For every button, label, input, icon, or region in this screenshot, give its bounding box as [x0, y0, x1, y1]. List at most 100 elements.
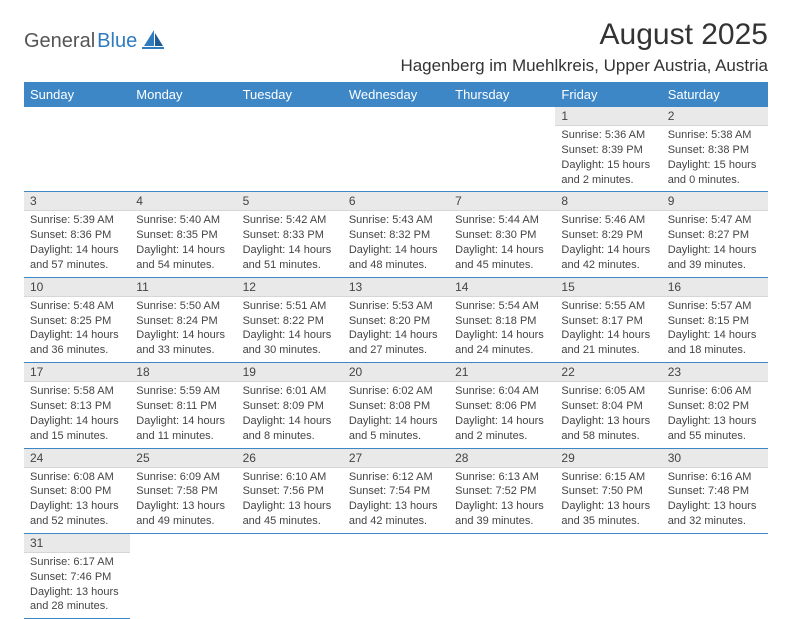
- day-detail-line: Sunset: 8:08 PM: [349, 399, 443, 414]
- day-detail-line: Daylight: 14 hours: [30, 414, 124, 429]
- day-detail-line: Daylight: 14 hours: [668, 328, 762, 343]
- day-detail-line: Sunset: 8:18 PM: [455, 314, 549, 329]
- day-detail-line: Daylight: 14 hours: [349, 328, 443, 343]
- day-number: 13: [343, 278, 449, 297]
- weekday-header: Wednesday: [343, 82, 449, 107]
- calendar-day-cell: [24, 107, 130, 192]
- calendar-day-cell: 14Sunrise: 5:54 AMSunset: 8:18 PMDayligh…: [449, 277, 555, 362]
- day-detail-line: and 18 minutes.: [668, 343, 762, 358]
- logo: General Blue: [24, 28, 165, 55]
- day-detail-line: and 45 minutes.: [243, 514, 337, 529]
- day-detail-line: Sunrise: 6:10 AM: [243, 470, 337, 485]
- day-detail-line: Sunrise: 5:48 AM: [30, 299, 124, 314]
- day-detail-line: Daylight: 14 hours: [136, 243, 230, 258]
- day-detail-line: Daylight: 14 hours: [136, 414, 230, 429]
- calendar-day-cell: 5Sunrise: 5:42 AMSunset: 8:33 PMDaylight…: [237, 192, 343, 277]
- day-detail-line: Sunrise: 6:13 AM: [455, 470, 549, 485]
- day-detail-line: Daylight: 13 hours: [668, 499, 762, 514]
- day-detail-line: Sunrise: 5:44 AM: [455, 213, 549, 228]
- day-detail-line: Sunset: 7:54 PM: [349, 484, 443, 499]
- day-detail-line: Sunset: 8:36 PM: [30, 228, 124, 243]
- day-details: Sunrise: 6:04 AMSunset: 8:06 PMDaylight:…: [449, 382, 555, 447]
- day-detail-line: Sunrise: 5:53 AM: [349, 299, 443, 314]
- day-details: Sunrise: 6:05 AMSunset: 8:04 PMDaylight:…: [555, 382, 661, 447]
- calendar-day-cell: 11Sunrise: 5:50 AMSunset: 8:24 PMDayligh…: [130, 277, 236, 362]
- calendar-week-row: 31Sunrise: 6:17 AMSunset: 7:46 PMDayligh…: [24, 533, 768, 618]
- day-details: Sunrise: 5:44 AMSunset: 8:30 PMDaylight:…: [449, 211, 555, 276]
- calendar-day-cell: 21Sunrise: 6:04 AMSunset: 8:06 PMDayligh…: [449, 363, 555, 448]
- calendar-day-cell: 6Sunrise: 5:43 AMSunset: 8:32 PMDaylight…: [343, 192, 449, 277]
- day-detail-line: and 58 minutes.: [561, 429, 655, 444]
- calendar-day-cell: 20Sunrise: 6:02 AMSunset: 8:08 PMDayligh…: [343, 363, 449, 448]
- day-detail-line: Daylight: 14 hours: [349, 414, 443, 429]
- day-detail-line: Sunset: 7:46 PM: [30, 570, 124, 585]
- day-detail-line: Daylight: 14 hours: [136, 328, 230, 343]
- day-number: 15: [555, 278, 661, 297]
- day-detail-line: and 5 minutes.: [349, 429, 443, 444]
- calendar-day-cell: 16Sunrise: 5:57 AMSunset: 8:15 PMDayligh…: [662, 277, 768, 362]
- day-detail-line: Sunrise: 5:42 AM: [243, 213, 337, 228]
- day-detail-line: Daylight: 14 hours: [30, 243, 124, 258]
- day-detail-line: Daylight: 13 hours: [668, 414, 762, 429]
- day-details: Sunrise: 5:54 AMSunset: 8:18 PMDaylight:…: [449, 297, 555, 362]
- day-number: 20: [343, 363, 449, 382]
- day-details: Sunrise: 5:57 AMSunset: 8:15 PMDaylight:…: [662, 297, 768, 362]
- day-detail-line: Daylight: 14 hours: [561, 243, 655, 258]
- day-detail-line: Daylight: 13 hours: [455, 499, 549, 514]
- calendar-table: SundayMondayTuesdayWednesdayThursdayFrid…: [24, 82, 768, 619]
- day-detail-line: and 28 minutes.: [30, 599, 124, 614]
- day-detail-line: and 33 minutes.: [136, 343, 230, 358]
- calendar-day-cell: [237, 107, 343, 192]
- day-number: 31: [24, 534, 130, 553]
- day-detail-line: Sunrise: 6:04 AM: [455, 384, 549, 399]
- day-detail-line: Daylight: 13 hours: [30, 585, 124, 600]
- day-detail-line: Sunset: 8:17 PM: [561, 314, 655, 329]
- day-detail-line: Sunset: 8:30 PM: [455, 228, 549, 243]
- day-details: Sunrise: 5:58 AMSunset: 8:13 PMDaylight:…: [24, 382, 130, 447]
- day-number: 9: [662, 192, 768, 211]
- calendar-day-cell: 13 Sunrise: 5:53 AMSunset: 8:20 PMDayligh…: [343, 277, 449, 362]
- day-details: Sunrise: 5:43 AMSunset: 8:32 PMDaylight:…: [343, 211, 449, 276]
- day-detail-line: and 35 minutes.: [561, 514, 655, 529]
- day-detail-line: and 24 minutes.: [455, 343, 549, 358]
- day-detail-line: Daylight: 14 hours: [561, 328, 655, 343]
- calendar-week-row: 24Sunrise: 6:08 AMSunset: 8:00 PMDayligh…: [24, 448, 768, 533]
- calendar-week-row: 17Sunrise: 5:58 AMSunset: 8:13 PMDayligh…: [24, 363, 768, 448]
- calendar-day-cell: 18Sunrise: 5:59 AMSunset: 8:11 PMDayligh…: [130, 363, 236, 448]
- day-detail-line: Daylight: 13 hours: [561, 499, 655, 514]
- day-number: 17: [24, 363, 130, 382]
- calendar-week-row: 10Sunrise: 5:48 AMSunset: 8:25 PMDayligh…: [24, 277, 768, 362]
- day-detail-line: Sunset: 8:25 PM: [30, 314, 124, 329]
- day-detail-line: Sunrise: 5:50 AM: [136, 299, 230, 314]
- day-detail-line: Sunset: 8:32 PM: [349, 228, 443, 243]
- day-details: Sunrise: 5:51 AMSunset: 8:22 PMDaylight:…: [237, 297, 343, 362]
- day-detail-line: Sunset: 8:20 PM: [349, 314, 443, 329]
- day-detail-line: Sunrise: 5:55 AM: [561, 299, 655, 314]
- calendar-day-cell: 10Sunrise: 5:48 AMSunset: 8:25 PMDayligh…: [24, 277, 130, 362]
- day-detail-line: Daylight: 13 hours: [136, 499, 230, 514]
- day-number: 28: [449, 449, 555, 468]
- day-detail-line: Daylight: 14 hours: [30, 328, 124, 343]
- day-details: Sunrise: 5:36 AMSunset: 8:39 PMDaylight:…: [555, 126, 661, 191]
- day-number: 8: [555, 192, 661, 211]
- day-number: 27: [343, 449, 449, 468]
- day-detail-line: Sunrise: 5:39 AM: [30, 213, 124, 228]
- day-detail-line: Sunrise: 6:05 AM: [561, 384, 655, 399]
- day-detail-line: and 0 minutes.: [668, 173, 762, 188]
- day-detail-line: Sunrise: 6:01 AM: [243, 384, 337, 399]
- day-detail-line: Sunrise: 5:43 AM: [349, 213, 443, 228]
- weekday-header: Tuesday: [237, 82, 343, 107]
- day-detail-line: and 39 minutes.: [455, 514, 549, 529]
- header: General Blue August 2025 Hagenberg im Mu…: [24, 18, 768, 76]
- day-detail-line: and 42 minutes.: [349, 514, 443, 529]
- day-detail-line: Daylight: 14 hours: [668, 243, 762, 258]
- day-details: Sunrise: 6:02 AMSunset: 8:08 PMDaylight:…: [343, 382, 449, 447]
- day-number: 11: [130, 278, 236, 297]
- day-detail-line: Sunset: 7:48 PM: [668, 484, 762, 499]
- day-detail-line: and 8 minutes.: [243, 429, 337, 444]
- day-details: Sunrise: 5:50 AMSunset: 8:24 PMDaylight:…: [130, 297, 236, 362]
- day-detail-line: and 45 minutes.: [455, 258, 549, 273]
- calendar-day-cell: 30Sunrise: 6:16 AMSunset: 7:48 PMDayligh…: [662, 448, 768, 533]
- day-detail-line: Sunset: 7:52 PM: [455, 484, 549, 499]
- calendar-week-row: 3Sunrise: 5:39 AMSunset: 8:36 PMDaylight…: [24, 192, 768, 277]
